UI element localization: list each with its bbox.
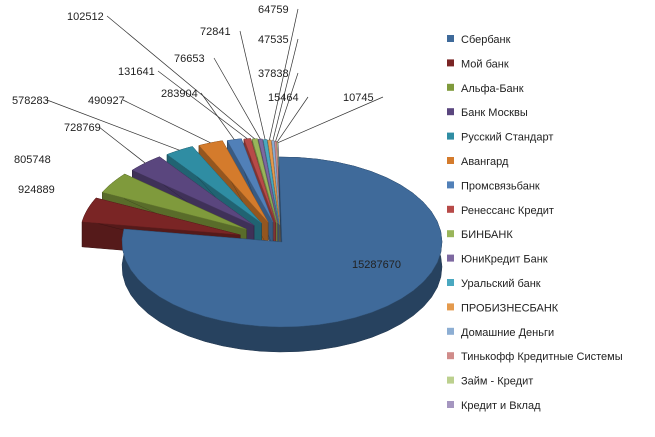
legend-item: Русский Стандарт bbox=[447, 132, 553, 144]
legend-swatch bbox=[447, 352, 454, 360]
legend-item: Мой банк bbox=[447, 58, 509, 70]
legend-label: Займ - Кредит bbox=[461, 376, 533, 388]
legend-item: Ренессанс Кредит bbox=[447, 205, 554, 217]
legend-swatch bbox=[447, 230, 454, 238]
data-label: 15287670 bbox=[352, 259, 401, 271]
legend-item: Тинькофф Кредитные Системы bbox=[447, 351, 623, 363]
legend-label: Промсвязьбанк bbox=[461, 180, 540, 192]
data-label: 805748 bbox=[14, 154, 51, 166]
legend-item: Сбербанк bbox=[447, 34, 511, 46]
data-label: 283904 bbox=[161, 88, 198, 100]
legend-item: Кредит и Вклад bbox=[447, 400, 541, 412]
legend-item: ЮниКредит Банк bbox=[447, 254, 548, 266]
leader-line bbox=[122, 99, 211, 144]
legend-label: Уральский банк bbox=[461, 278, 541, 290]
data-label: 72841 bbox=[200, 26, 231, 38]
data-label: 37838 bbox=[258, 68, 289, 80]
legend-swatch bbox=[447, 132, 454, 140]
legend-swatch bbox=[447, 327, 454, 335]
legend-item: Домашние Деньги bbox=[447, 327, 554, 339]
legend-label: Альфа-Банк bbox=[461, 83, 524, 95]
data-label: 64759 bbox=[258, 4, 289, 16]
legend-label: Тинькофф Кредитные Системы bbox=[461, 351, 623, 363]
leader-line bbox=[275, 72, 299, 142]
legend-label: Сбербанк bbox=[461, 34, 511, 46]
legend-label: Банк Москвы bbox=[461, 107, 528, 119]
data-label: 47535 bbox=[258, 34, 289, 46]
leader-line bbox=[276, 96, 309, 143]
leader-line bbox=[239, 30, 266, 140]
leader-line bbox=[269, 8, 299, 141]
legend-item: ПРОБИЗНЕСБАНК bbox=[447, 302, 559, 314]
legend-swatch bbox=[447, 376, 454, 384]
data-label: 131641 bbox=[118, 66, 155, 78]
legend-item: Банк Москвы bbox=[447, 107, 528, 119]
legend-item: Займ - Кредит bbox=[447, 376, 533, 388]
data-label: 578283 bbox=[12, 95, 49, 107]
legend-label: Домашние Деньги bbox=[461, 327, 554, 339]
legend-label: БИНБАНК bbox=[461, 229, 513, 241]
data-label: 924889 bbox=[18, 184, 55, 196]
data-label: 10745 bbox=[343, 92, 374, 104]
data-label: 728769 bbox=[64, 122, 101, 134]
leader-line bbox=[157, 70, 248, 140]
pie-slice bbox=[121, 156, 443, 353]
pie-slices bbox=[81, 138, 443, 353]
legend-swatch bbox=[447, 205, 454, 213]
leader-lines bbox=[46, 8, 384, 164]
legend-swatch bbox=[447, 401, 454, 408]
legend-swatch bbox=[447, 181, 454, 189]
legend-swatch bbox=[447, 59, 454, 67]
legend-label: Русский Стандарт bbox=[461, 132, 553, 144]
leader-line bbox=[272, 38, 299, 141]
leader-line bbox=[213, 57, 261, 140]
leader-line bbox=[98, 126, 146, 164]
legend-item: Авангард bbox=[447, 156, 509, 168]
data-labels: 15287670 924889 805748 728769 578283 490927 28… bbox=[12, 4, 401, 271]
legend-swatch bbox=[447, 303, 454, 311]
data-label: 76653 bbox=[174, 53, 205, 65]
data-label: 102512 bbox=[67, 11, 104, 23]
leader-line bbox=[277, 96, 384, 144]
legend-item: Альфа-Банк bbox=[447, 83, 524, 95]
legend-swatch bbox=[447, 83, 454, 91]
data-label: 490927 bbox=[88, 95, 125, 107]
legend-swatch bbox=[447, 279, 454, 286]
legend-label: ПРОБИЗНЕСБАНК bbox=[461, 302, 559, 314]
legend-item: Промсвязьбанк bbox=[447, 180, 540, 192]
leader-line bbox=[106, 15, 255, 140]
leader-line bbox=[46, 99, 180, 151]
legend-label: Ренессанс Кредит bbox=[461, 205, 554, 217]
legend-label: Мой банк bbox=[461, 58, 509, 70]
data-label: 15464 bbox=[268, 92, 299, 104]
legend-swatch bbox=[447, 108, 454, 116]
legend-swatch bbox=[447, 254, 454, 262]
legend: Сбербанк Мой банк Альфа-Банк Банк Москвы Рус… bbox=[447, 34, 623, 412]
legend-label: Кредит и Вклад bbox=[461, 400, 541, 412]
legend-swatch bbox=[447, 157, 454, 164]
legend-label: ЮниКредит Банк bbox=[461, 254, 548, 266]
legend-item: Уральский банк bbox=[447, 278, 541, 290]
legend-swatch bbox=[447, 35, 454, 42]
legend-item: БИНБАНК bbox=[447, 229, 513, 241]
legend-label: Авангард bbox=[461, 156, 509, 168]
